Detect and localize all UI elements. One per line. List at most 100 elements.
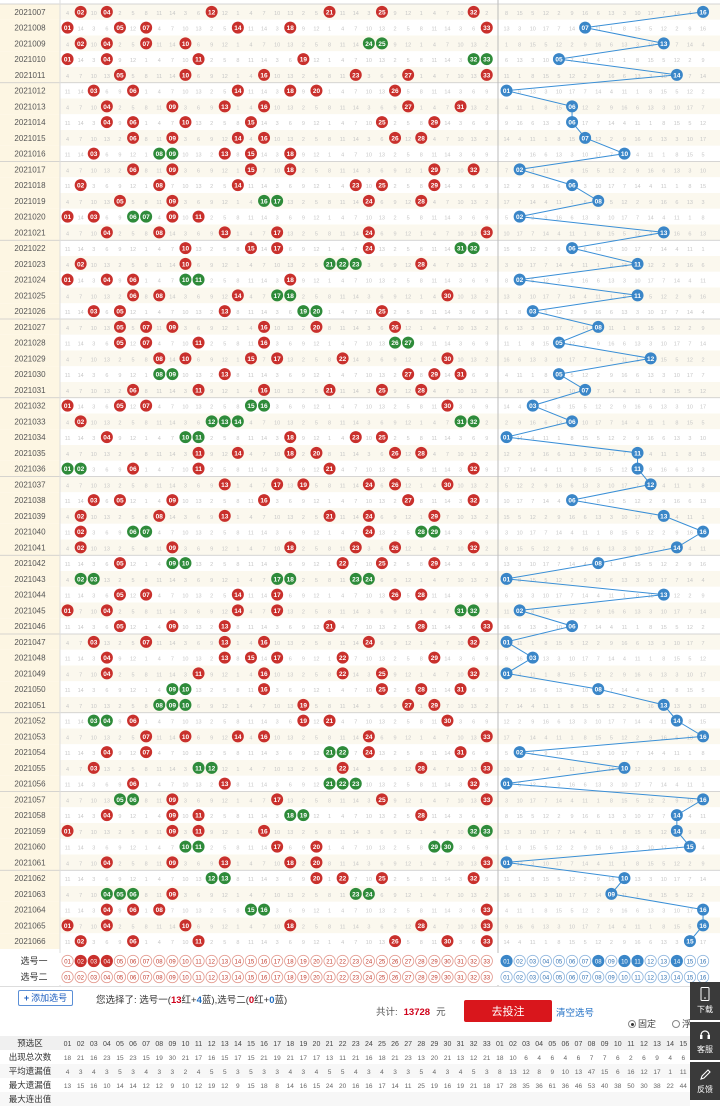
stats-row-label: 最大连出值 — [9, 1094, 52, 1104]
miss-value: 2 — [302, 861, 305, 867]
row-bg — [60, 697, 720, 713]
miss-value: 9 — [394, 263, 397, 269]
miss-value: 13 — [379, 751, 385, 757]
miss-value: 6 — [105, 373, 108, 379]
miss-value: 14 — [353, 830, 359, 836]
miss-value: 12 — [608, 704, 614, 710]
red-ball-number: 30 — [444, 356, 452, 363]
miss-value: 10 — [661, 877, 667, 883]
stats-value: 3 — [406, 1069, 410, 1076]
miss-value: 12 — [222, 200, 228, 206]
miss-value: 6 — [584, 783, 587, 789]
miss-value: 2 — [518, 452, 521, 458]
miss-value: 10 — [366, 436, 372, 442]
miss-value: 9 — [118, 909, 121, 915]
radio-float[interactable]: 浮 — [672, 1017, 691, 1030]
miss-value: 11 — [530, 672, 536, 678]
pick-red-number: 20 — [313, 975, 320, 981]
miss-value: 12 — [674, 58, 680, 64]
red-ball-number: 10 — [182, 923, 190, 930]
miss-value: 13 — [287, 326, 293, 332]
clear-picks-link[interactable]: 清空选号 — [556, 1005, 594, 1019]
period-cell-bg — [0, 886, 60, 902]
miss-value: 14 — [353, 924, 359, 930]
download-tool[interactable]: 下载 — [690, 982, 720, 1020]
radio-fixed[interactable]: 固定 — [628, 1017, 656, 1030]
miss-value: 6 — [289, 751, 292, 757]
add-pick-button[interactable]: + 添加选号 — [18, 990, 73, 1006]
miss-value: 12 — [222, 452, 228, 458]
miss-value: 6 — [472, 216, 475, 222]
red-ball-number: 08 — [156, 151, 164, 158]
red-ball-number: 24 — [365, 529, 373, 536]
pick-red-number: 18 — [287, 975, 294, 981]
miss-value: 15 — [543, 74, 549, 80]
miss-value: 4 — [249, 452, 252, 458]
miss-value: 3 — [92, 373, 95, 379]
miss-value: 9 — [210, 546, 213, 552]
miss-value: 13 — [104, 641, 110, 647]
miss-value: 13 — [104, 389, 110, 395]
miss-value: 2 — [518, 720, 521, 726]
miss-value: 2 — [210, 751, 213, 757]
miss-value: 5 — [702, 153, 705, 159]
miss-value: 11 — [248, 625, 254, 631]
red-ball — [61, 21, 74, 34]
miss-value: 14 — [169, 263, 175, 269]
miss-value: 10 — [517, 798, 523, 804]
miss-value: 1 — [662, 420, 665, 426]
miss-value: 7 — [354, 499, 357, 505]
miss-value: 8 — [420, 342, 423, 348]
miss-value: 13 — [287, 74, 293, 80]
miss-value: 2 — [210, 909, 213, 915]
miss-value: 5 — [315, 42, 318, 48]
miss-value: 9 — [394, 924, 397, 930]
red-ball-number: 29 — [431, 844, 439, 851]
miss-value: 1 — [636, 625, 639, 631]
side-toolbar: 下载 客服 反馈 — [690, 982, 720, 1106]
miss-value: 12 — [621, 468, 627, 474]
miss-value: 13 — [195, 373, 201, 379]
miss-value: 2 — [118, 515, 121, 521]
miss-value: 14 — [569, 830, 575, 836]
miss-value: 5 — [571, 909, 574, 915]
place-bet-button[interactable]: 去投注 — [464, 1000, 552, 1022]
miss-value: 13 — [195, 121, 201, 127]
miss-value: 16 — [674, 499, 680, 505]
red-ball — [362, 37, 375, 50]
red-ball-number: 19 — [300, 309, 308, 316]
miss-value: 2 — [210, 184, 213, 190]
miss-value: 14 — [674, 11, 680, 17]
miss-value: 3 — [184, 168, 187, 174]
miss-value: 13 — [379, 27, 385, 33]
red-ball-number: 19 — [300, 718, 308, 725]
stats-value: 3 — [367, 1069, 371, 1076]
miss-value: 9 — [394, 231, 397, 237]
miss-value: 10 — [457, 11, 463, 17]
miss-value: 4 — [433, 357, 436, 363]
blue-ball-number: 11 — [634, 466, 641, 473]
miss-value: 9 — [675, 531, 678, 537]
feedback-tool[interactable]: 反馈 — [690, 1062, 720, 1100]
miss-value: 7 — [446, 326, 449, 332]
red-ball-number: 28 — [418, 529, 426, 536]
miss-value: 7 — [571, 861, 574, 867]
miss-value: 14 — [169, 735, 175, 741]
miss-value: 9 — [394, 861, 397, 867]
miss-value: 11 — [340, 830, 346, 836]
period-cell-bg — [0, 161, 60, 178]
miss-value: 8 — [145, 11, 148, 17]
miss-value: 6 — [197, 735, 200, 741]
miss-value: 7 — [688, 877, 691, 883]
miss-value: 13 — [503, 562, 509, 568]
miss-value: 1 — [145, 184, 148, 190]
service-tool[interactable]: 客服 — [690, 1022, 720, 1060]
pick-red-number: 03 — [90, 975, 97, 981]
miss-value: 1 — [328, 562, 331, 568]
miss-value: 3 — [459, 657, 462, 663]
miss-value: 4 — [662, 483, 665, 489]
miss-value: 13 — [379, 625, 385, 631]
miss-value: 2 — [302, 893, 305, 899]
miss-value: 7 — [354, 625, 357, 631]
miss-value: 5 — [315, 546, 318, 552]
